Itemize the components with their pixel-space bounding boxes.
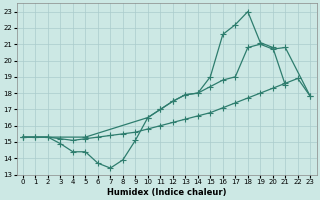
X-axis label: Humidex (Indice chaleur): Humidex (Indice chaleur) (107, 188, 226, 197)
